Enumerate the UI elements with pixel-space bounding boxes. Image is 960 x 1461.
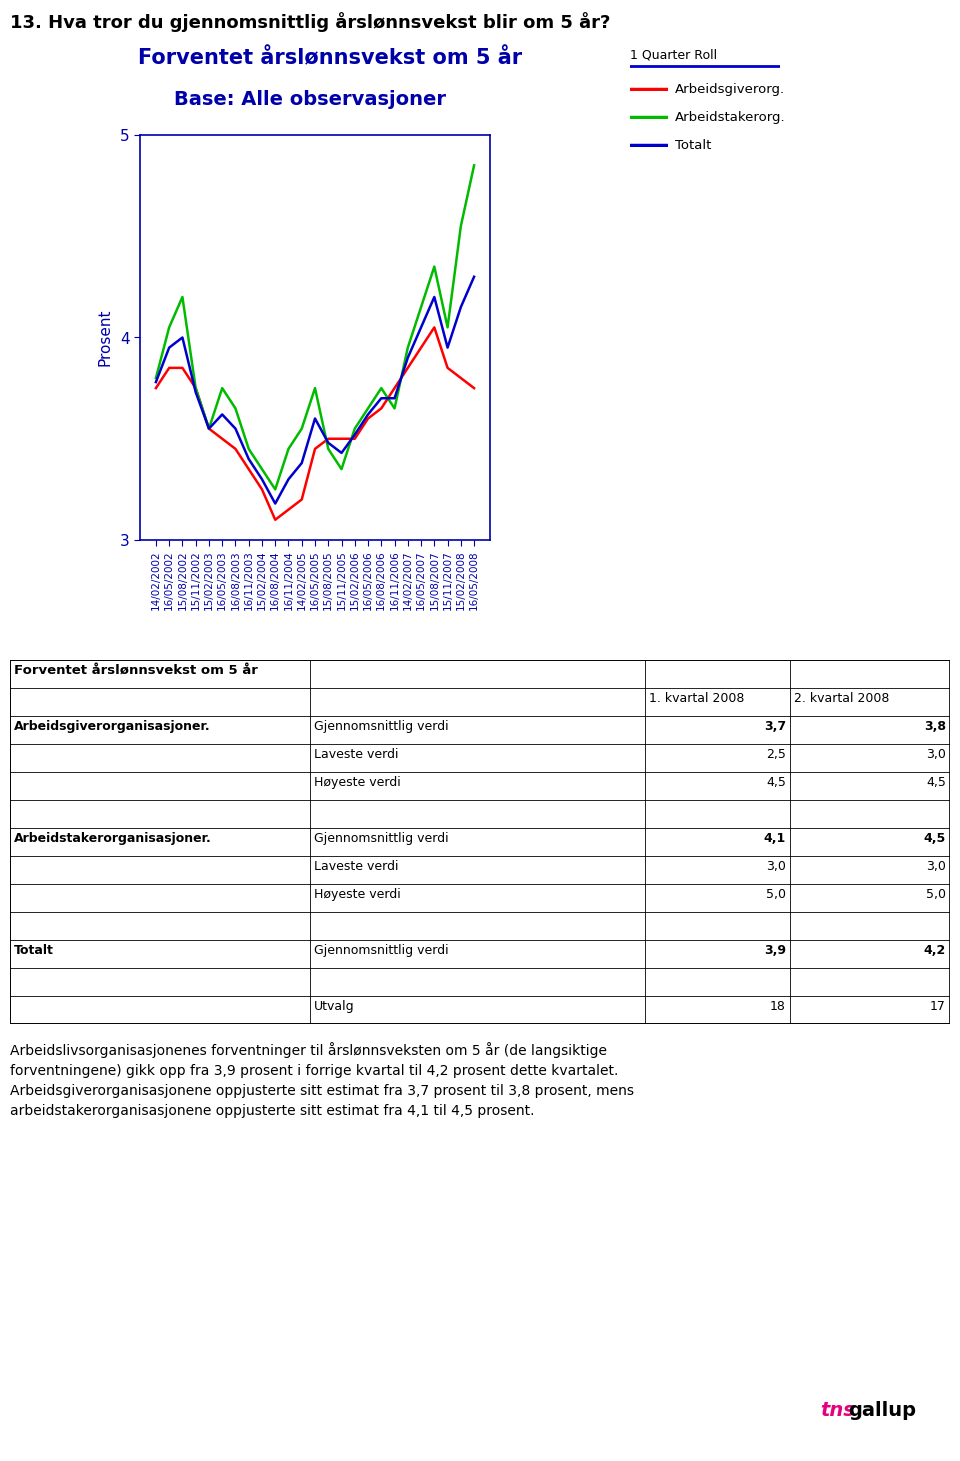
Text: 3,0: 3,0	[766, 861, 786, 874]
Text: 1 Quarter Roll: 1 Quarter Roll	[630, 48, 717, 61]
Text: Forventet årslønnsvekst om 5 år: Forventet årslønnsvekst om 5 år	[138, 48, 522, 69]
Text: 3,0: 3,0	[926, 861, 946, 874]
Text: Gjennomsnittlig verdi: Gjennomsnittlig verdi	[314, 831, 448, 844]
Y-axis label: Prosent: Prosent	[98, 308, 113, 367]
Text: 4,5: 4,5	[766, 776, 786, 789]
Text: Arbeidsgiverorganisasjoner.: Arbeidsgiverorganisasjoner.	[14, 720, 210, 733]
Text: gallup: gallup	[848, 1401, 916, 1420]
Text: Totalt: Totalt	[14, 944, 54, 957]
Text: Arbeidstakerorganisasjoner.: Arbeidstakerorganisasjoner.	[14, 831, 212, 844]
Text: Arbeidstakerorg.: Arbeidstakerorg.	[675, 111, 785, 124]
Text: 13. Hva tror du gjennomsnittlig årslønnsvekst blir om 5 år?: 13. Hva tror du gjennomsnittlig årslønns…	[10, 12, 611, 32]
Text: 1. kvartal 2008: 1. kvartal 2008	[649, 693, 744, 706]
Text: 4,2: 4,2	[924, 944, 946, 957]
Text: tns: tns	[820, 1401, 854, 1420]
Text: Arbeidsgiverorg.: Arbeidsgiverorg.	[675, 83, 785, 96]
Text: Base: Alle observasjoner: Base: Alle observasjoner	[174, 91, 446, 110]
Text: Laveste verdi: Laveste verdi	[314, 748, 398, 761]
Text: 4,1: 4,1	[764, 831, 786, 844]
Text: 5,0: 5,0	[926, 888, 946, 901]
Text: Gjennomsnittlig verdi: Gjennomsnittlig verdi	[314, 944, 448, 957]
Text: 4,5: 4,5	[924, 831, 946, 844]
Text: Forventet årslønnsvekst om 5 år: Forventet årslønnsvekst om 5 år	[14, 663, 258, 676]
Text: 5,0: 5,0	[766, 888, 786, 901]
Text: Utvalg: Utvalg	[314, 999, 354, 1012]
Text: 4,5: 4,5	[926, 776, 946, 789]
Text: 18: 18	[770, 999, 786, 1012]
Text: 3,8: 3,8	[924, 720, 946, 733]
Text: 3,0: 3,0	[926, 748, 946, 761]
Text: 2,5: 2,5	[766, 748, 786, 761]
Text: Gjennomsnittlig verdi: Gjennomsnittlig verdi	[314, 720, 448, 733]
Text: Høyeste verdi: Høyeste verdi	[314, 776, 400, 789]
Text: 3,7: 3,7	[764, 720, 786, 733]
Text: Totalt: Totalt	[675, 139, 711, 152]
Text: 2. kvartal 2008: 2. kvartal 2008	[794, 693, 889, 706]
Text: Høyeste verdi: Høyeste verdi	[314, 888, 400, 901]
Text: Laveste verdi: Laveste verdi	[314, 861, 398, 874]
Text: 17: 17	[930, 999, 946, 1012]
Text: 3,9: 3,9	[764, 944, 786, 957]
Text: Arbeidslivsorganisasjonenes forventninger til årslønnsveksten om 5 år (de langsi: Arbeidslivsorganisasjonenes forventninge…	[10, 1042, 634, 1118]
